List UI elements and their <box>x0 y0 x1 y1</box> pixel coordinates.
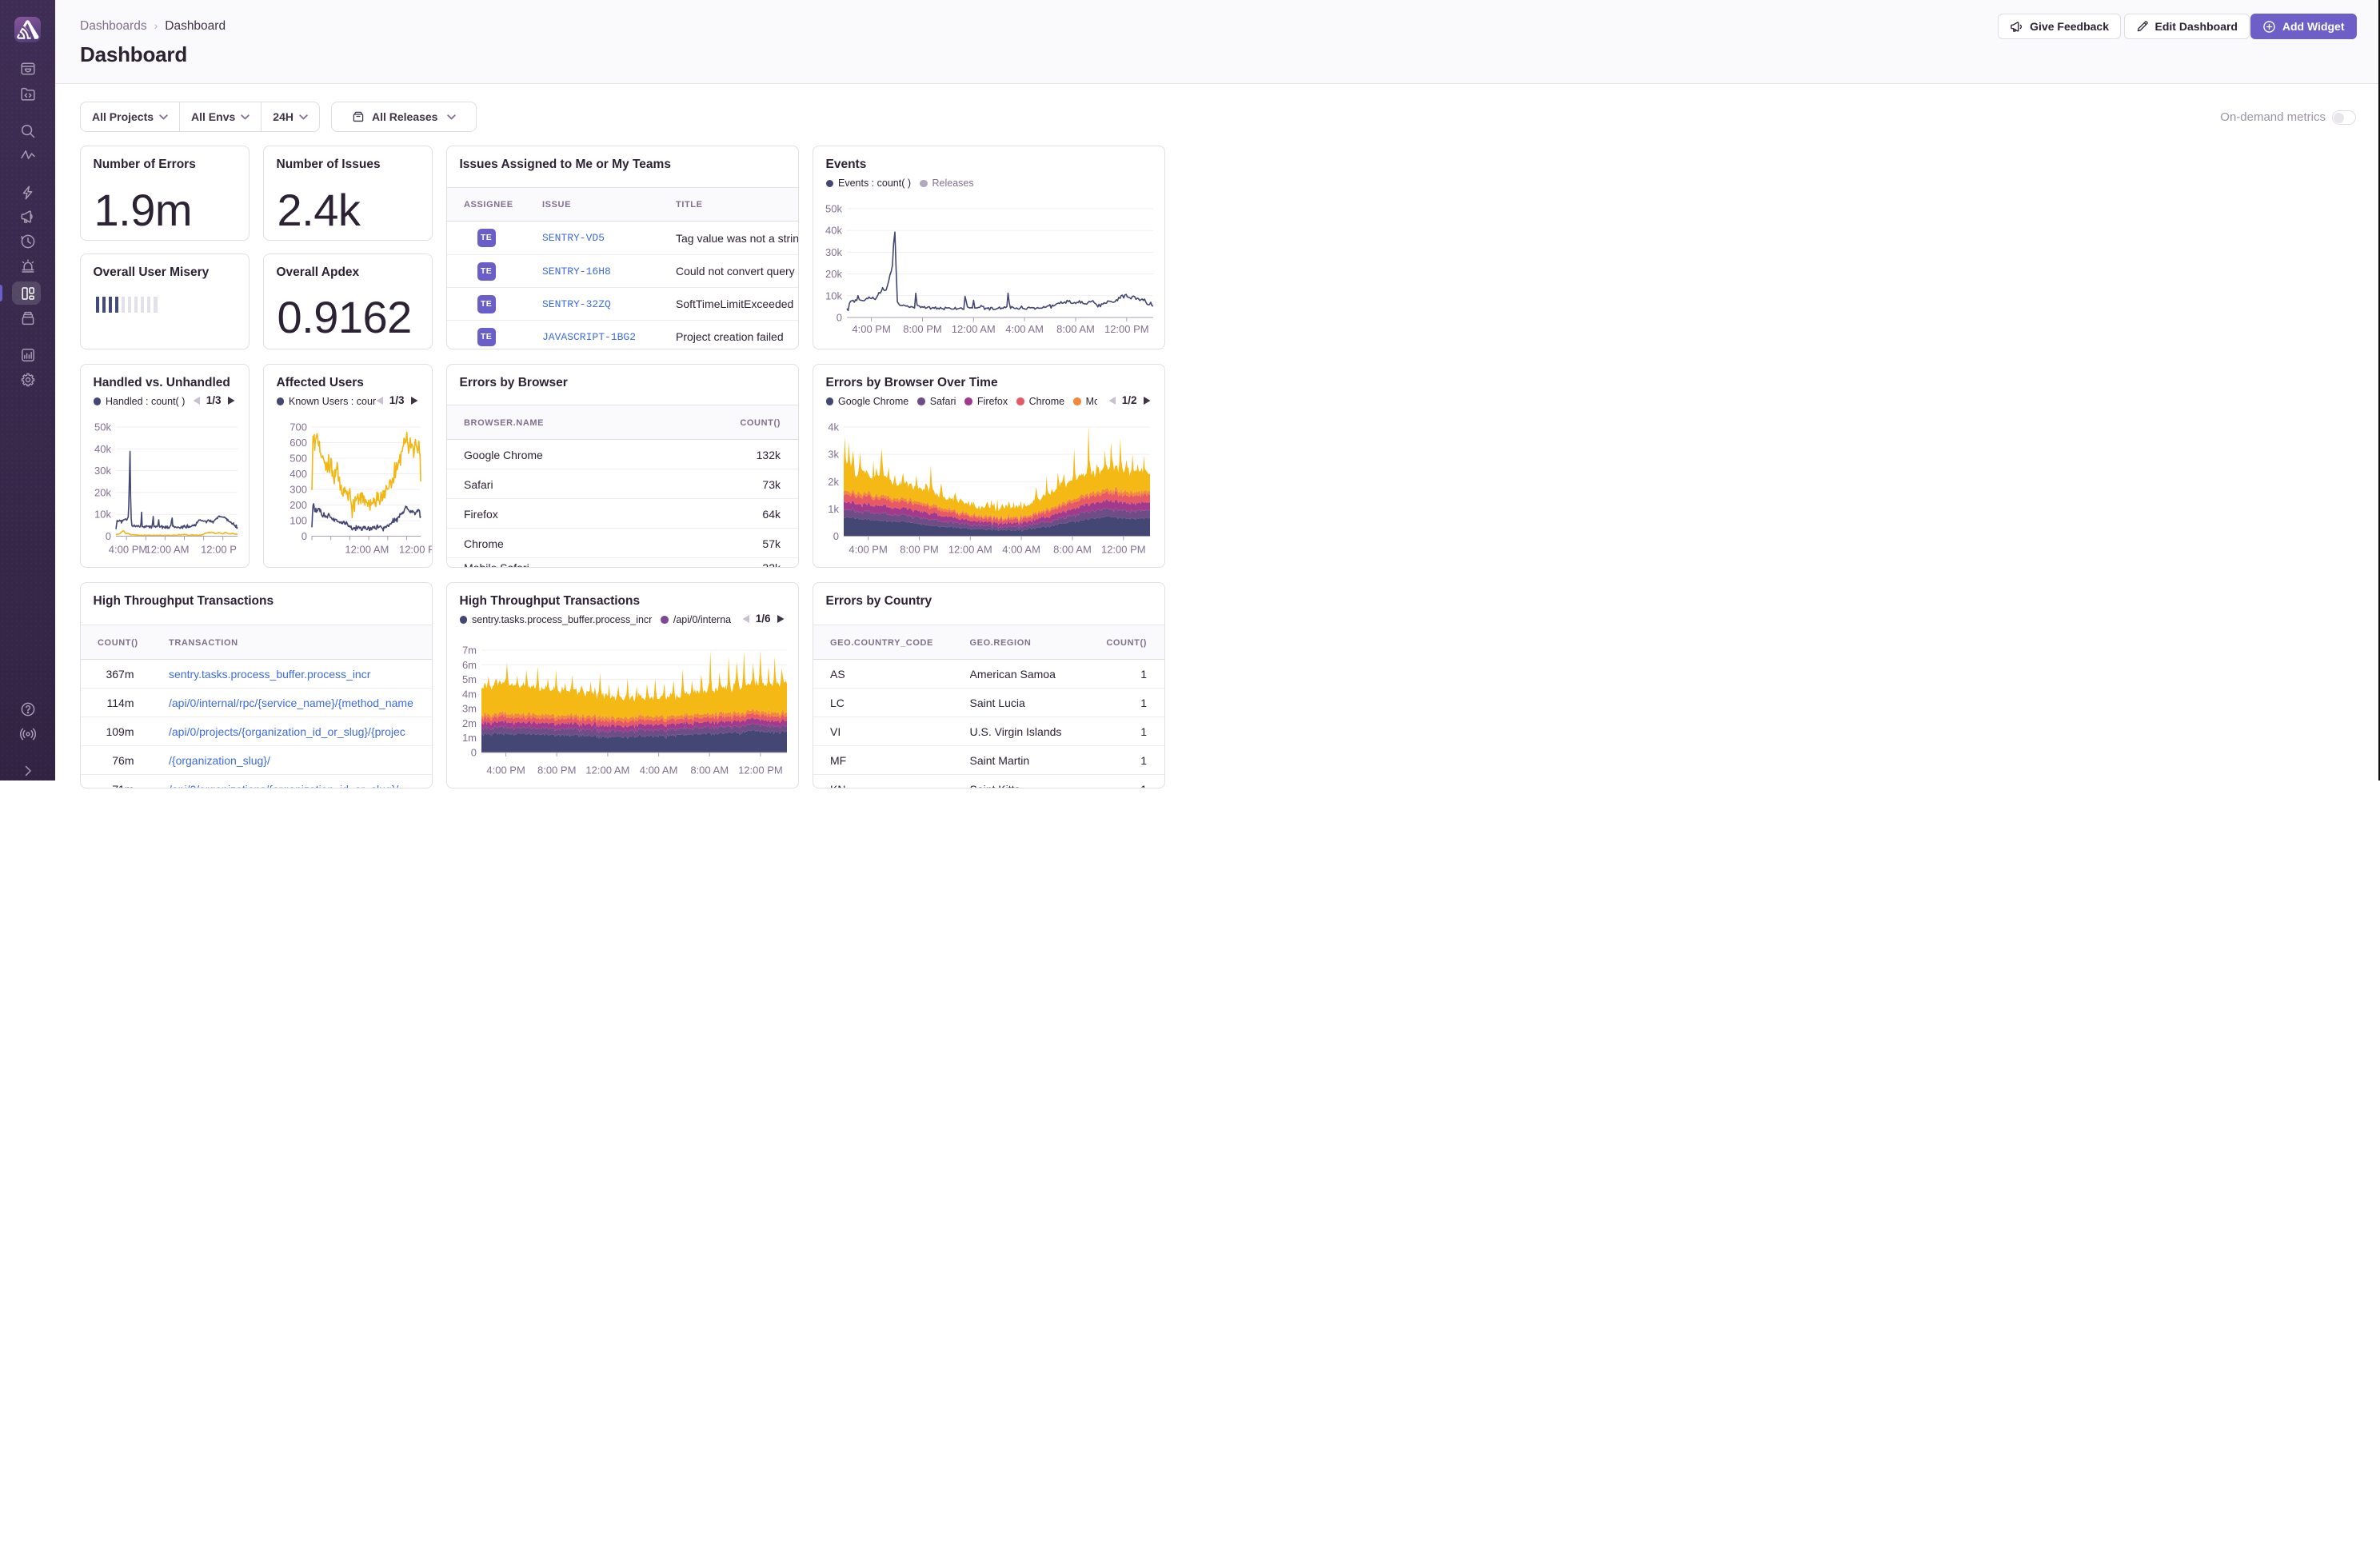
svg-text:12:00 AM: 12:00 AM <box>345 543 389 555</box>
svg-text:10k: 10k <box>94 508 111 520</box>
svg-text:600: 600 <box>290 437 307 449</box>
svg-text:6m: 6m <box>461 658 476 670</box>
svg-text:700: 700 <box>290 421 307 433</box>
svg-text:12:00 AM: 12:00 AM <box>948 543 992 555</box>
svg-text:4:00 AM: 4:00 AM <box>1005 323 1044 335</box>
svg-text:30k: 30k <box>825 246 842 258</box>
svg-text:500: 500 <box>290 452 307 464</box>
svg-text:2k: 2k <box>828 475 839 487</box>
svg-text:30k: 30k <box>94 465 111 477</box>
svg-text:400: 400 <box>290 468 307 480</box>
svg-text:4:00 PM: 4:00 PM <box>852 323 890 335</box>
svg-text:12:00 PM: 12:00 PM <box>1100 543 1145 555</box>
svg-text:8:00 AM: 8:00 AM <box>1053 543 1092 555</box>
svg-text:4:00 AM: 4:00 AM <box>1002 543 1040 555</box>
svg-text:40k: 40k <box>94 442 111 454</box>
svg-text:0: 0 <box>470 746 476 758</box>
svg-text:12:00 AM: 12:00 AM <box>951 323 995 335</box>
svg-text:20k: 20k <box>825 268 842 280</box>
svg-text:0: 0 <box>105 530 110 542</box>
svg-text:200: 200 <box>290 499 307 511</box>
svg-text:1k: 1k <box>828 502 839 514</box>
svg-text:4:00 PM: 4:00 PM <box>486 764 525 776</box>
svg-text:3k: 3k <box>828 448 839 460</box>
svg-text:4:00 AM: 4:00 AM <box>639 764 677 776</box>
svg-text:8:00 PM: 8:00 PM <box>900 543 938 555</box>
svg-text:0: 0 <box>836 312 841 324</box>
svg-text:12:00 P: 12:00 P <box>201 543 237 555</box>
svg-text:2m: 2m <box>461 717 476 729</box>
svg-text:8:00 PM: 8:00 PM <box>903 323 941 335</box>
svg-text:0: 0 <box>833 530 838 542</box>
svg-text:12:00 AM: 12:00 AM <box>145 543 189 555</box>
svg-text:0: 0 <box>301 530 306 542</box>
svg-text:1m: 1m <box>461 732 476 744</box>
svg-text:20k: 20k <box>94 486 111 498</box>
svg-text:12:00 PM: 12:00 PM <box>398 543 432 555</box>
svg-text:8:00 PM: 8:00 PM <box>537 764 575 776</box>
svg-text:8:00 AM: 8:00 AM <box>1056 323 1095 335</box>
svg-text:40k: 40k <box>825 225 842 237</box>
svg-text:100: 100 <box>290 514 307 526</box>
svg-text:3m: 3m <box>461 702 476 714</box>
svg-text:8:00 AM: 8:00 AM <box>690 764 729 776</box>
svg-text:300: 300 <box>290 483 307 495</box>
svg-text:12:00 PM: 12:00 PM <box>738 764 783 776</box>
svg-text:4m: 4m <box>461 688 476 700</box>
svg-text:50k: 50k <box>825 203 842 215</box>
svg-text:10k: 10k <box>825 289 842 301</box>
svg-text:4k: 4k <box>828 421 839 433</box>
svg-text:12:00 AM: 12:00 AM <box>585 764 629 776</box>
svg-text:7m: 7m <box>461 644 476 656</box>
svg-text:4:00 PM: 4:00 PM <box>849 543 887 555</box>
svg-text:5m: 5m <box>461 673 476 685</box>
svg-text:50k: 50k <box>94 421 111 433</box>
svg-text:4:00 PM: 4:00 PM <box>108 543 146 555</box>
svg-text:12:00 PM: 12:00 PM <box>1104 323 1148 335</box>
